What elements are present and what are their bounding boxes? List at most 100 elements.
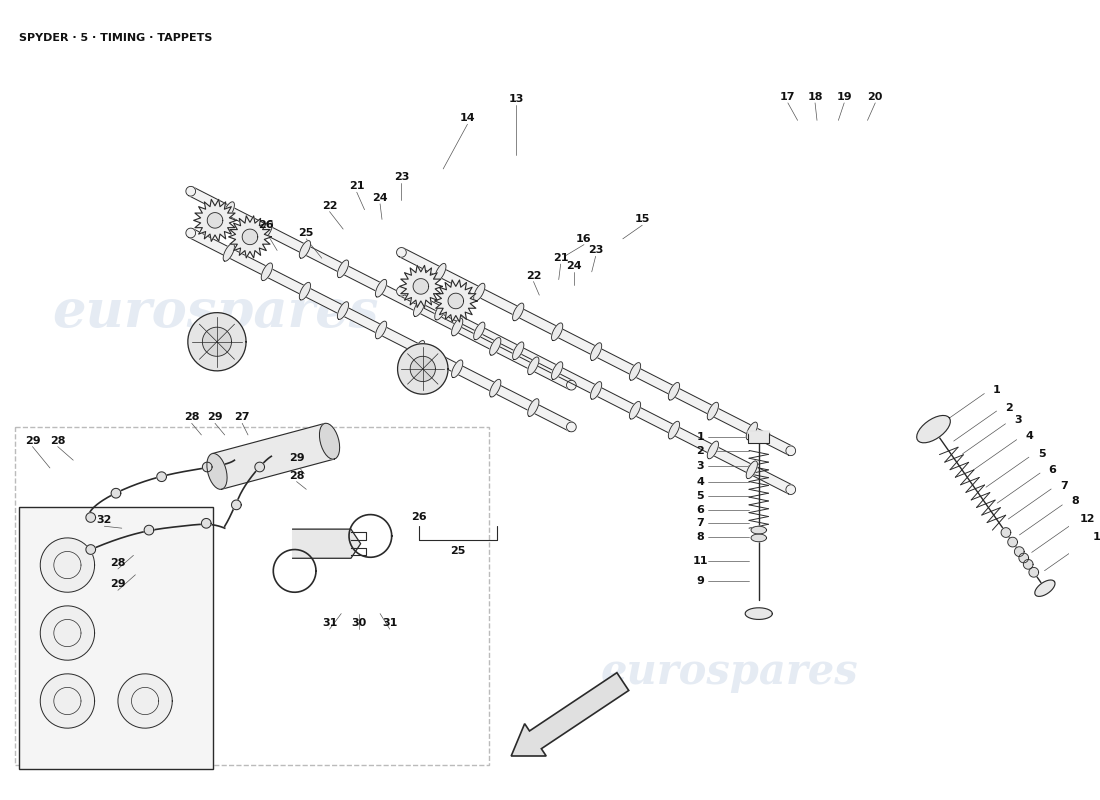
Text: 1: 1 xyxy=(696,432,704,442)
Polygon shape xyxy=(229,216,272,258)
Text: 11: 11 xyxy=(693,556,708,566)
Polygon shape xyxy=(410,356,436,382)
Polygon shape xyxy=(118,674,173,728)
Polygon shape xyxy=(746,461,758,478)
Polygon shape xyxy=(669,422,680,439)
Polygon shape xyxy=(188,313,246,371)
Polygon shape xyxy=(434,302,446,320)
Polygon shape xyxy=(212,423,334,490)
Polygon shape xyxy=(551,323,563,341)
Text: 25: 25 xyxy=(298,228,314,238)
Text: 13: 13 xyxy=(508,94,524,104)
Text: 30: 30 xyxy=(351,618,366,628)
Polygon shape xyxy=(434,280,477,322)
Polygon shape xyxy=(707,402,718,420)
Text: 6: 6 xyxy=(1048,465,1057,474)
Text: 10: 10 xyxy=(1092,532,1100,542)
Text: 19: 19 xyxy=(836,92,852,102)
Polygon shape xyxy=(629,362,640,380)
Polygon shape xyxy=(299,282,310,300)
Text: 28: 28 xyxy=(110,558,125,568)
Polygon shape xyxy=(745,608,772,619)
Bar xyxy=(748,431,769,442)
Text: 31: 31 xyxy=(382,618,397,628)
Text: 31: 31 xyxy=(322,618,338,628)
Polygon shape xyxy=(293,529,361,558)
Text: 6: 6 xyxy=(696,505,704,514)
Polygon shape xyxy=(566,380,576,390)
Polygon shape xyxy=(399,287,793,494)
FancyArrow shape xyxy=(512,673,629,756)
Polygon shape xyxy=(1023,559,1033,569)
Polygon shape xyxy=(397,344,448,394)
Text: 15: 15 xyxy=(635,214,650,224)
Text: 17: 17 xyxy=(780,92,795,102)
Text: 21: 21 xyxy=(349,182,364,191)
Polygon shape xyxy=(207,454,227,490)
Polygon shape xyxy=(232,500,241,510)
Text: 5: 5 xyxy=(696,491,704,501)
Polygon shape xyxy=(41,606,95,660)
Polygon shape xyxy=(490,338,500,355)
Polygon shape xyxy=(202,327,231,356)
Polygon shape xyxy=(202,462,212,472)
Polygon shape xyxy=(785,485,795,494)
Polygon shape xyxy=(86,545,96,554)
Polygon shape xyxy=(474,283,485,301)
Text: 4: 4 xyxy=(1025,431,1033,442)
Text: 7: 7 xyxy=(1060,481,1068,490)
Text: 29: 29 xyxy=(207,413,223,422)
Text: 23: 23 xyxy=(587,246,603,255)
Polygon shape xyxy=(262,263,273,281)
Polygon shape xyxy=(513,303,524,321)
Text: 8: 8 xyxy=(1071,497,1079,506)
Polygon shape xyxy=(375,279,387,297)
Polygon shape xyxy=(434,263,446,281)
Text: 18: 18 xyxy=(807,92,823,102)
Polygon shape xyxy=(207,213,223,228)
Polygon shape xyxy=(669,382,680,400)
Polygon shape xyxy=(746,422,758,440)
Text: 1: 1 xyxy=(993,385,1001,395)
Text: 29: 29 xyxy=(24,436,41,446)
Text: 2: 2 xyxy=(696,446,704,457)
Text: eurospares: eurospares xyxy=(52,287,378,338)
Polygon shape xyxy=(201,518,211,528)
Text: 24: 24 xyxy=(566,261,582,271)
Polygon shape xyxy=(1035,580,1055,596)
Polygon shape xyxy=(375,321,387,338)
FancyBboxPatch shape xyxy=(19,507,213,769)
Polygon shape xyxy=(474,322,485,340)
Polygon shape xyxy=(1019,553,1028,563)
Text: 26: 26 xyxy=(411,511,427,522)
Polygon shape xyxy=(194,199,236,242)
Polygon shape xyxy=(399,248,793,455)
Polygon shape xyxy=(748,431,769,437)
Polygon shape xyxy=(262,222,273,239)
Text: 4: 4 xyxy=(696,477,704,486)
Text: 7: 7 xyxy=(696,518,704,528)
Polygon shape xyxy=(144,526,154,535)
Text: 16: 16 xyxy=(576,234,592,244)
Polygon shape xyxy=(414,278,429,294)
Polygon shape xyxy=(629,402,640,419)
Polygon shape xyxy=(566,422,576,432)
Polygon shape xyxy=(157,472,166,482)
Polygon shape xyxy=(41,674,95,728)
Text: 22: 22 xyxy=(526,270,541,281)
Polygon shape xyxy=(338,302,349,319)
Polygon shape xyxy=(188,187,573,390)
Text: 14: 14 xyxy=(460,114,475,123)
Text: 8: 8 xyxy=(696,532,704,542)
Text: 3: 3 xyxy=(1014,415,1022,426)
Polygon shape xyxy=(452,360,463,378)
Polygon shape xyxy=(397,247,406,258)
Polygon shape xyxy=(1008,538,1018,547)
Polygon shape xyxy=(751,526,767,534)
Polygon shape xyxy=(551,362,563,379)
Polygon shape xyxy=(299,241,310,258)
Polygon shape xyxy=(513,342,524,359)
Polygon shape xyxy=(591,342,602,361)
Polygon shape xyxy=(111,488,121,498)
Polygon shape xyxy=(223,243,234,262)
